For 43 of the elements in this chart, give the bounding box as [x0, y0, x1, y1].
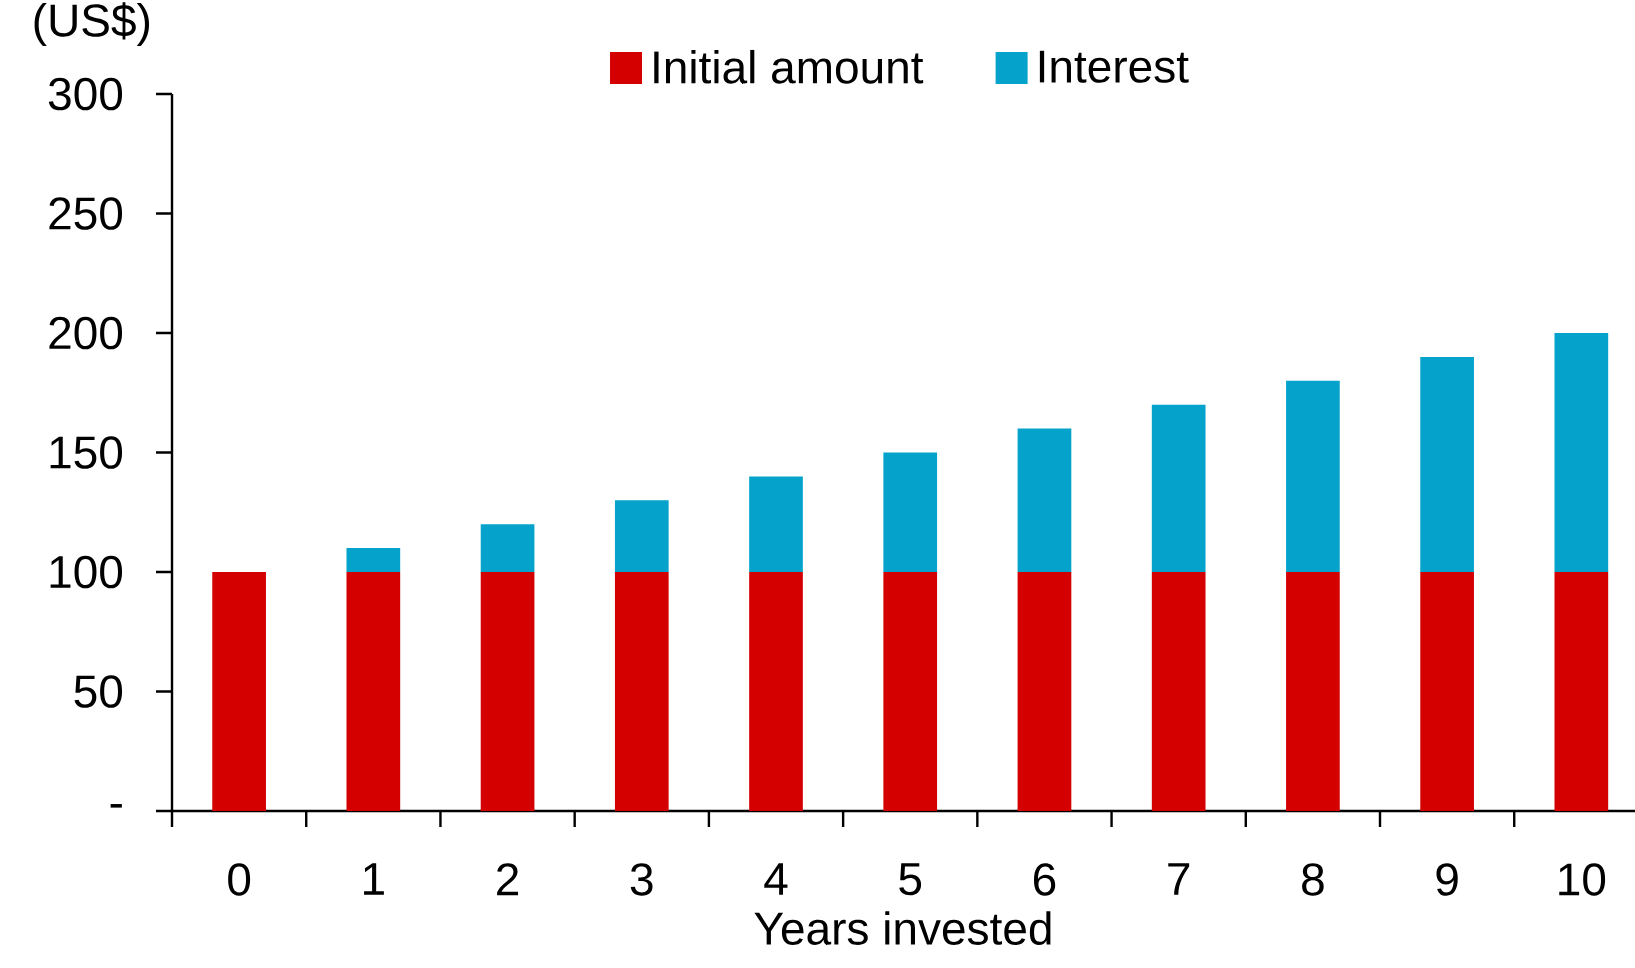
- bar: [614, 572, 669, 812]
- bar: [1420, 356, 1474, 573]
- bar: [1420, 572, 1474, 812]
- bar: [1554, 572, 1609, 812]
- x-tick-label: 1: [364, 863, 384, 895]
- bar: [1286, 380, 1340, 573]
- y-tick-label: 150: [50, 436, 123, 469]
- y-tick-label: 100: [50, 555, 123, 589]
- bar: [1017, 572, 1072, 812]
- bar: [1151, 572, 1206, 812]
- y-tick-label: 50: [74, 675, 123, 708]
- x-tick-label: 8: [1302, 863, 1324, 896]
- legend-label: Initial amount: [654, 49, 924, 84]
- bar: [883, 452, 938, 573]
- x-tick-label: 9: [1436, 863, 1458, 896]
- x-tick-label: 7: [1168, 863, 1190, 895]
- bar: [1554, 333, 1609, 573]
- y-axis-title: (US$): [34, 2, 150, 46]
- bar: [1286, 572, 1340, 812]
- y-tick-label: -: [110, 804, 122, 808]
- bar: [480, 524, 535, 573]
- x-tick-label: 4: [764, 863, 788, 895]
- x-tick-label: 10: [1559, 863, 1606, 896]
- bar: [346, 548, 401, 573]
- bar: [1151, 404, 1206, 573]
- bar: [749, 476, 803, 573]
- x-axis-title: Years invested: [754, 911, 1051, 945]
- y-tick-label: 200: [49, 316, 123, 350]
- bar: [212, 572, 266, 812]
- y-tick-label: 250: [49, 197, 123, 230]
- x-tick-label: 2: [497, 863, 519, 896]
- x-tick-label: 3: [630, 863, 653, 896]
- legend-label: Interest: [1039, 50, 1189, 83]
- bar: [883, 572, 938, 812]
- y-tick-label: 300: [48, 77, 123, 111]
- x-tick-label: 6: [1033, 863, 1056, 896]
- bar: [614, 500, 669, 573]
- bar: [480, 572, 535, 812]
- bar: [1017, 428, 1072, 573]
- bar: [346, 572, 401, 812]
- x-tick-label: 0: [228, 863, 251, 896]
- x-tick-label: 5: [899, 863, 922, 896]
- bar: [749, 572, 803, 812]
